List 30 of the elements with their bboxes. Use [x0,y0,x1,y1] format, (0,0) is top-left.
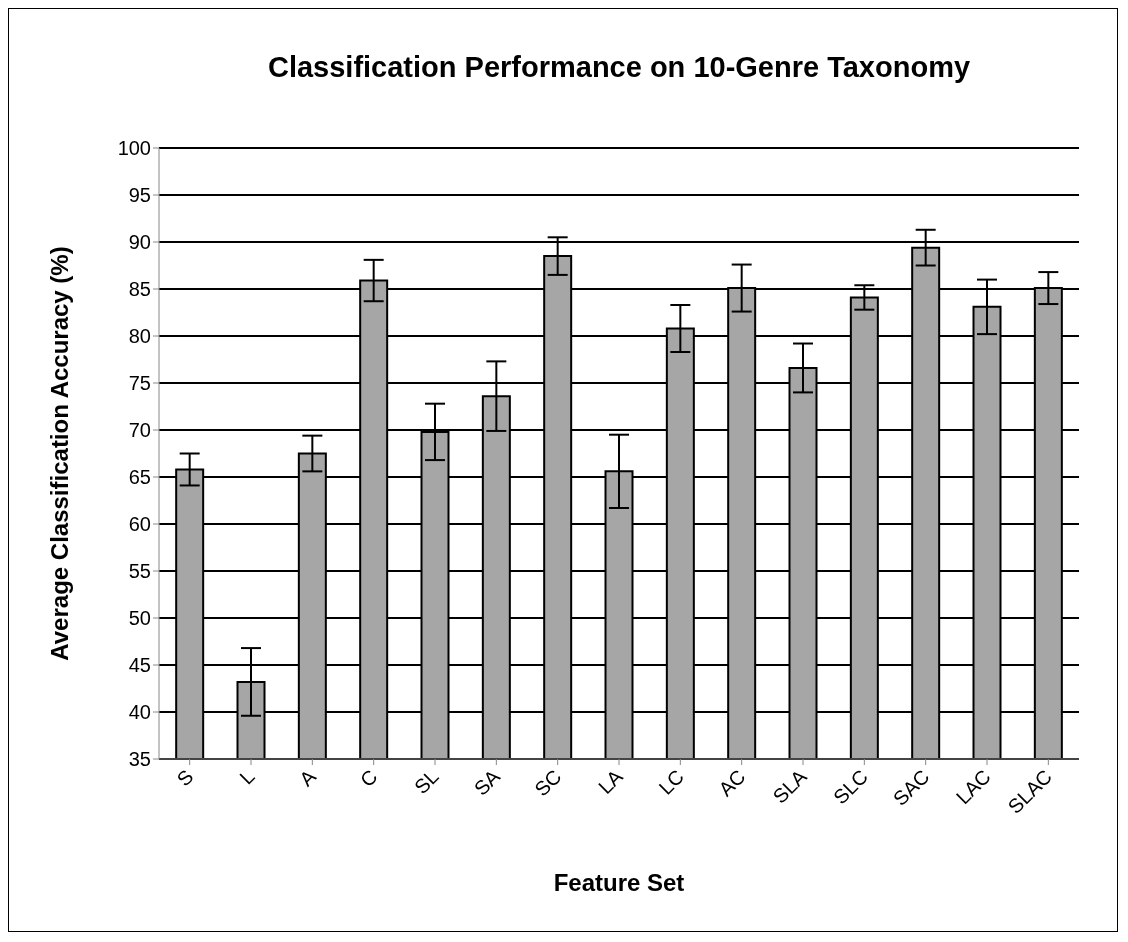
x-tick-label: A [295,764,321,791]
y-axis-title: Average Classification Accuracy (%) [45,246,73,661]
x-tick-label: S [172,765,198,791]
y-tick-label: 65 [128,466,151,489]
y-tick-label: 50 [128,607,151,630]
chart-title: Classification Performance on 10-Genre Taxonomy [266,50,972,85]
x-tick-label: SLC [829,765,873,809]
y-tick-label: 40 [128,701,151,724]
y-tick-label: 70 [128,419,151,442]
x-tick-label: LAC [951,765,995,809]
y-tick-label: 90 [128,231,151,254]
y-tick-label: 55 [128,560,151,583]
y-tick-label: 75 [128,372,151,395]
x-tick-label: LC [654,765,689,799]
y-tick-label: 60 [128,513,151,536]
x-tick-label: SL [409,765,443,799]
x-tick-label: SA [469,764,505,800]
y-tick-label: 95 [128,184,151,207]
y-tick-label: 45 [128,654,151,677]
x-tick-label: AC [714,765,750,801]
x-tick-label: LA [593,764,628,799]
y-tick-label: 35 [128,748,151,771]
x-tick-label: SLA [768,764,812,808]
y-tick-label: 100 [117,137,151,160]
y-tick-label: 80 [128,325,151,348]
x-axis-title: Feature Set [553,869,685,896]
y-tick-label: 85 [128,278,151,301]
x-tick-label: L [235,765,259,789]
x-tick-label: SC [530,765,566,801]
x-tick-label: C [355,765,382,791]
